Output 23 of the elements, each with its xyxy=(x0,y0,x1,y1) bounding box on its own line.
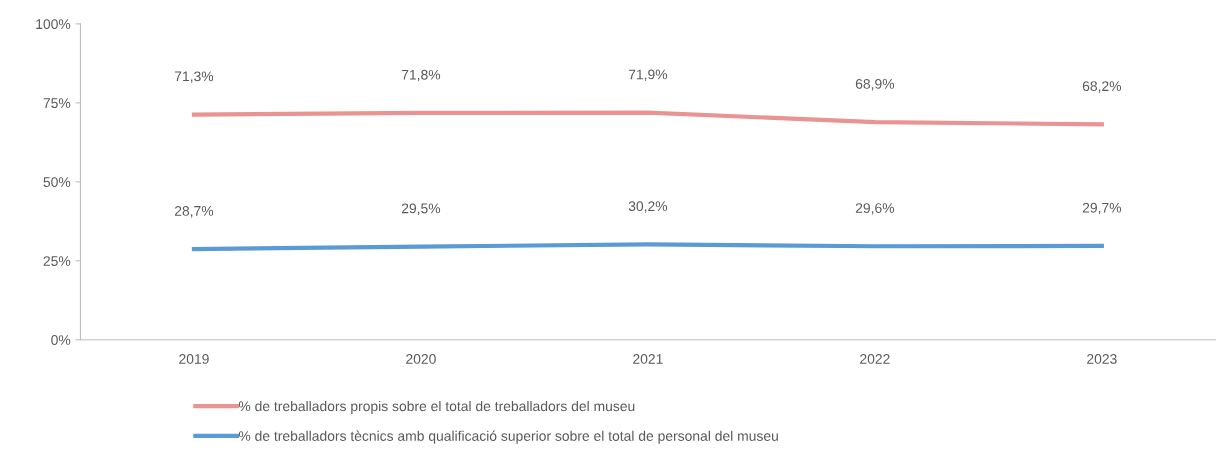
x-tick-label: 2020 xyxy=(406,354,436,364)
data-label: 29,7% xyxy=(1082,202,1122,215)
y-tick-label: 25% xyxy=(43,256,71,266)
x-tick-label: 2023 xyxy=(1087,354,1117,364)
data-label: 29,5% xyxy=(401,203,441,215)
data-label: 30,2% xyxy=(628,201,668,213)
legend-label: % de treballadors tècnics amb qualificació superior sobre el total de personal del museu xyxy=(238,430,778,444)
y-tick-label: 50% xyxy=(43,177,71,187)
data-label: 29,6% xyxy=(855,203,895,215)
legend-label: % de treballadors propis sobre el total de treballadors del museu xyxy=(238,400,635,414)
x-tick-label: 2019 xyxy=(179,354,209,364)
x-tick-label: 2022 xyxy=(860,354,890,364)
y-tick-label: 0% xyxy=(51,335,71,345)
x-tick-label: 2021 xyxy=(633,354,663,364)
data-label: 68,2% xyxy=(1082,81,1122,93)
data-label: 28,7% xyxy=(174,205,214,218)
data-label: 68,9% xyxy=(855,78,895,91)
y-tick-label: 100% xyxy=(36,19,71,30)
line-series xyxy=(191,110,1104,127)
data-label: 71,8% xyxy=(401,69,441,82)
y-tick-label: 75% xyxy=(43,98,71,109)
data-label: 71,9% xyxy=(628,69,668,81)
data-label: 71,3% xyxy=(174,71,214,83)
